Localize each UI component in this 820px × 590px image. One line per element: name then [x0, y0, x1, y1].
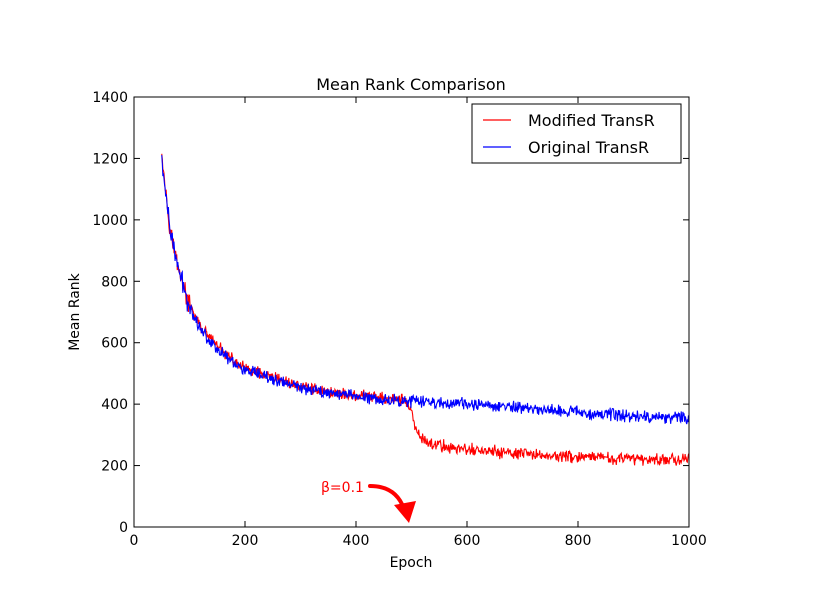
- series-line-original-transr: [161, 155, 690, 425]
- y-tick-label: 400: [101, 397, 128, 413]
- y-tick-label: 1400: [92, 90, 128, 106]
- legend-box: [471, 103, 682, 164]
- x-tick-label: 600: [454, 533, 481, 549]
- y-tick-label: 1200: [92, 151, 128, 167]
- y-tick-label: 0: [119, 520, 128, 536]
- y-tick-label: 1000: [92, 213, 128, 229]
- ticks-layer: 0 200 400 600 800 1000 0 200 400 600 800 1000 1200 14…: [92, 90, 706, 549]
- plot-area: [134, 97, 689, 527]
- x-tick-label: 200: [232, 533, 259, 549]
- x-tick-label: 800: [565, 533, 592, 549]
- y-axis-label: Mean Rank: [67, 272, 83, 350]
- legend-label-original-transr: Original TransR: [528, 138, 649, 157]
- beta-annotation-label: β=0.1: [321, 480, 364, 496]
- plot-frame: [133, 96, 690, 528]
- beta-annotation: β=0.1: [321, 480, 416, 523]
- chart-title: Mean Rank Comparison: [316, 75, 506, 94]
- legend: Modified TransR Original TransR: [471, 103, 682, 164]
- x-tick-label: 0: [130, 533, 139, 549]
- y-tick-label: 200: [101, 459, 128, 475]
- series-line-modified-transr: [161, 153, 690, 466]
- y-tick-label: 800: [101, 274, 128, 290]
- x-axis-label: Epoch: [390, 555, 433, 571]
- y-tick-label: 600: [101, 336, 128, 352]
- x-tick-label: 1000: [671, 533, 707, 549]
- x-tick-label: 400: [343, 533, 370, 549]
- series-layer: [161, 153, 690, 466]
- beta-annotation-arrowhead: [394, 501, 416, 523]
- legend-label-modified-transr: Modified TransR: [528, 111, 655, 130]
